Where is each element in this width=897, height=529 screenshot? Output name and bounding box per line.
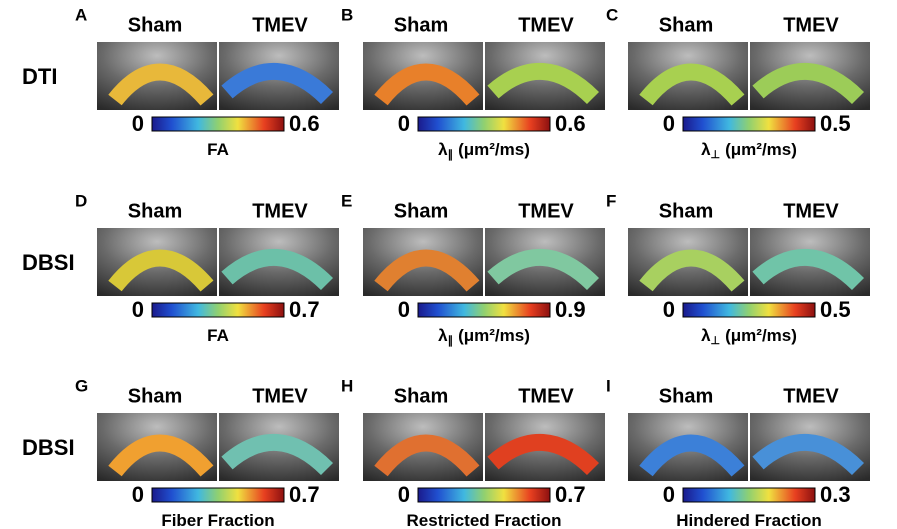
colorbar-min: 0	[132, 297, 144, 322]
colorbar-max: 0.7	[289, 482, 320, 507]
metric-symbol: FA	[207, 140, 229, 159]
group-label: TMEV	[518, 200, 574, 222]
colorbar-max: 0.6	[555, 111, 586, 136]
metric-label: FA	[207, 326, 229, 345]
colorbar-max: 0.6	[289, 111, 320, 136]
panel-letter: I	[606, 376, 611, 395]
panel-letter: H	[341, 376, 353, 395]
colorbar-max: 0.9	[555, 297, 586, 322]
group-label: Sham	[394, 385, 448, 407]
group-label: Sham	[659, 200, 713, 222]
colorbar-min: 0	[132, 111, 144, 136]
group-label: TMEV	[783, 385, 839, 407]
panel-letter: G	[75, 376, 88, 395]
panel-letter: A	[75, 5, 87, 24]
metric-symbol: Hindered Fraction	[676, 511, 821, 529]
panel-letter: F	[606, 191, 616, 210]
colorbar	[152, 488, 284, 502]
colorbar	[683, 117, 815, 131]
metric-subscript: ⊥	[711, 149, 721, 161]
colorbar	[683, 488, 815, 502]
group-label: TMEV	[518, 14, 574, 36]
group-label: TMEV	[252, 14, 308, 36]
row-label: DBSI	[22, 435, 75, 460]
colorbar-max: 0.7	[555, 482, 586, 507]
metric-unit: (μm²/ms)	[725, 140, 797, 159]
colorbar	[683, 303, 815, 317]
row-label: DBSI	[22, 250, 75, 275]
colorbar-min: 0	[398, 482, 410, 507]
metric-subscript: ⊥	[711, 335, 721, 347]
metric-unit: (μm²/ms)	[458, 326, 530, 345]
metric-label: Restricted Fraction	[407, 511, 562, 529]
colorbar-max: 0.7	[289, 297, 320, 322]
colorbar-min: 0	[663, 482, 675, 507]
colorbar-min: 0	[132, 482, 144, 507]
metric-label: Hindered Fraction	[676, 511, 821, 529]
colorbar	[418, 303, 550, 317]
metric-symbol: Restricted Fraction	[407, 511, 562, 529]
metric-label: λ⊥(μm²/ms)	[701, 140, 797, 160]
colorbar	[418, 488, 550, 502]
colorbar	[152, 303, 284, 317]
metric-label: λ⊥(μm²/ms)	[701, 326, 797, 346]
colorbar-max: 0.5	[820, 297, 851, 322]
group-label: Sham	[128, 200, 182, 222]
group-label: Sham	[128, 385, 182, 407]
colorbar	[418, 117, 550, 131]
metric-label: λ∥(μm²/ms)	[438, 326, 530, 346]
metric-label: FA	[207, 140, 229, 159]
figure: DTIDBSIDBSIAShamTMEV00.6FABShamTMEV00.6λ…	[0, 0, 897, 529]
panel-letter: E	[341, 191, 352, 210]
metric-symbol: Fiber Fraction	[161, 511, 274, 529]
metric-label: λ∥(μm²/ms)	[438, 140, 530, 160]
metric-label: Fiber Fraction	[161, 511, 274, 529]
colorbar-min: 0	[663, 297, 675, 322]
panel-letter: C	[606, 5, 618, 24]
group-label: Sham	[128, 14, 182, 36]
colorbar-min: 0	[663, 111, 675, 136]
colorbar-min: 0	[398, 297, 410, 322]
group-label: TMEV	[252, 200, 308, 222]
group-label: TMEV	[252, 385, 308, 407]
colorbar	[152, 117, 284, 131]
group-label: TMEV	[783, 14, 839, 36]
panel-letter: B	[341, 5, 353, 24]
metric-subscript: ∥	[448, 335, 454, 347]
group-label: Sham	[659, 14, 713, 36]
metric-unit: (μm²/ms)	[458, 140, 530, 159]
group-label: Sham	[394, 200, 448, 222]
row-label: DTI	[22, 64, 57, 89]
metric-subscript: ∥	[448, 149, 454, 161]
colorbar-max: 0.5	[820, 111, 851, 136]
metric-symbol: FA	[207, 326, 229, 345]
group-label: Sham	[394, 14, 448, 36]
group-label: Sham	[659, 385, 713, 407]
colorbar-min: 0	[398, 111, 410, 136]
group-label: TMEV	[518, 385, 574, 407]
panel-letter: D	[75, 191, 87, 210]
metric-unit: (μm²/ms)	[725, 326, 797, 345]
group-label: TMEV	[783, 200, 839, 222]
colorbar-max: 0.3	[820, 482, 851, 507]
